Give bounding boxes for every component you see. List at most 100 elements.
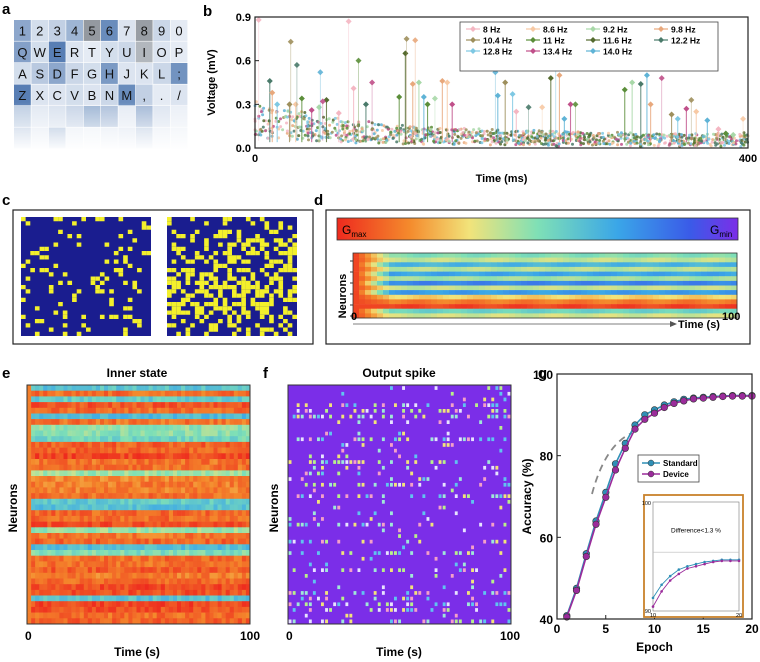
heatmap-cell: [353, 262, 360, 268]
inner-state-cell: [241, 612, 247, 619]
heatmap-cell: [719, 257, 726, 263]
heatmap-cell: [473, 313, 480, 319]
inner-state-cell: [144, 510, 149, 517]
inner-state-cell: [193, 464, 198, 471]
heatmap-cell: [617, 262, 624, 268]
inner-state-cell: [95, 470, 101, 477]
heatmap-cell: [557, 313, 564, 319]
inner-state-cell: [31, 396, 36, 403]
inner-state-cell: [148, 515, 153, 522]
key-label: 9: [158, 23, 165, 38]
voltage-point: [453, 132, 457, 136]
heatmap-cell: [527, 280, 534, 286]
inner-state-cell: [59, 430, 64, 437]
inner-state-cell: [181, 538, 186, 545]
inner-state-cell: [55, 578, 60, 585]
heatmap-cell: [491, 304, 498, 309]
voltage-point: [742, 133, 746, 137]
inner-state-cell: [39, 413, 44, 420]
inner-state-cell: [75, 447, 81, 454]
heatmap-cell: [569, 276, 576, 282]
grid-on-cell: [62, 272, 68, 277]
heatmap-cell: [731, 290, 738, 295]
heatmap-cell: [389, 257, 396, 263]
grid-on-cell: [171, 289, 177, 294]
voltage-point: [326, 132, 330, 136]
inner-state-cell: [95, 453, 101, 460]
inner-state-cell: [152, 436, 158, 443]
inner-state-cell: [95, 533, 101, 539]
inner-state-cell: [132, 572, 137, 579]
inner-state-cell: [148, 504, 153, 511]
inner-state-cell: [140, 493, 145, 500]
heatmap-cell: [677, 280, 684, 286]
inner-state-cell: [83, 424, 89, 431]
voltage-point: [629, 141, 633, 145]
grid-on-cell: [127, 263, 133, 268]
voltage-point: [481, 134, 484, 138]
heatmap-cell: [521, 276, 528, 282]
inner-state-cell: [104, 453, 109, 460]
inner-state-cell: [144, 459, 149, 465]
key-cell: [101, 63, 118, 84]
heatmap-cell: [377, 290, 384, 295]
inner-state-cell: [100, 572, 105, 579]
grid-on-cell: [232, 285, 237, 290]
inner-state-cell: [67, 407, 72, 414]
grid-on-cell: [250, 251, 256, 256]
inner-state-cell: [59, 481, 64, 488]
inner-state-cell: [27, 476, 32, 482]
heatmap-cell: [533, 276, 540, 282]
heatmap-cell: [503, 253, 510, 258]
inner-state-cell: [67, 464, 72, 471]
inner-state-cell: [79, 584, 85, 591]
voltage-point: [607, 131, 610, 135]
inner-state-cell: [91, 385, 97, 391]
inner-state-cell: [156, 572, 162, 579]
voltage-peak-marker: [525, 104, 532, 111]
inner-state-cell: [128, 601, 133, 608]
inner-state-cell: [229, 385, 235, 391]
inner-state-cell: [51, 555, 56, 562]
inner-state-cell: [31, 612, 36, 619]
heatmap-cell: [491, 299, 498, 305]
inner-state-cell: [168, 578, 174, 585]
inner-state-cell: [83, 510, 89, 517]
heatmap-cell: [587, 266, 594, 272]
inner-state-cell: [140, 578, 145, 585]
inner-state-cell: [39, 447, 44, 454]
key-label: 1: [19, 23, 26, 38]
inner-state-cell: [237, 447, 243, 454]
heatmap-cell: [635, 280, 642, 286]
heatmap-cell: [425, 304, 432, 309]
inner-state-cell: [164, 504, 170, 511]
inner-state-cell: [75, 430, 81, 437]
inner-state-cell: [189, 396, 194, 403]
grid-on-cell: [48, 272, 54, 277]
inner-state-cell: [241, 589, 247, 596]
inner-state-cell: [177, 527, 182, 534]
inner-state-cell: [177, 476, 182, 482]
inner-state-cell: [201, 424, 206, 431]
inner-state-cell: [233, 493, 239, 500]
heatmap-cell: [539, 280, 546, 286]
grid-on-cell: [255, 302, 260, 307]
inner-state-heatmap: [26, 384, 251, 625]
heatmap-cell: [581, 266, 588, 272]
heatmap-cell: [407, 271, 414, 277]
inner-state-cell: [144, 441, 149, 448]
inner-state-cell: [124, 584, 129, 591]
inner-state-cell: [140, 567, 145, 574]
heatmap-cell: [461, 290, 468, 295]
inner-state-cell: [189, 447, 194, 454]
heatmap-cell: [377, 308, 384, 314]
voltage-point: [439, 139, 443, 143]
inner-state-cell: [63, 567, 68, 574]
inner-state-cell: [132, 527, 137, 534]
inner-state-cell: [225, 510, 231, 517]
heatmap-cell: [713, 262, 720, 268]
heatmap-cell: [725, 285, 732, 291]
inner-state-cell: [31, 441, 36, 448]
inner-state-cell: [75, 396, 81, 403]
heatmap-cell: [377, 280, 384, 286]
